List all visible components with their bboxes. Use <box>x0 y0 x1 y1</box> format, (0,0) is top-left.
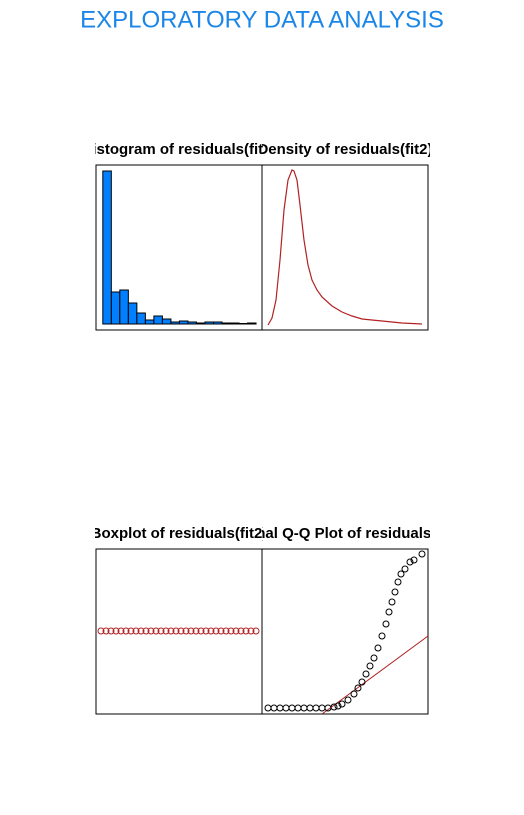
point <box>294 704 302 712</box>
chart-title: Density of residuals(fit2) <box>257 141 432 158</box>
point <box>374 644 382 652</box>
point <box>232 627 240 635</box>
point <box>227 627 235 635</box>
point <box>167 627 175 635</box>
bar <box>195 322 206 325</box>
point <box>406 558 414 566</box>
point <box>192 627 200 635</box>
point <box>102 627 110 635</box>
point <box>152 627 160 635</box>
point <box>330 703 338 711</box>
chart-title: Histogram of residuals(fit2) <box>81 141 276 158</box>
point <box>306 704 314 712</box>
point <box>318 704 326 712</box>
bar <box>119 289 129 325</box>
chart-title: Boxplot of residuals(fit2) <box>91 525 268 542</box>
bar <box>136 312 146 325</box>
point <box>300 704 308 712</box>
bar <box>187 321 197 325</box>
point <box>162 627 170 635</box>
point <box>388 598 396 606</box>
point <box>270 704 278 712</box>
chart-title: Normal Q-Q Plot of residuals(fit2) <box>226 525 464 542</box>
bar <box>204 321 214 325</box>
reference-line <box>321 635 428 714</box>
density-line <box>267 169 423 326</box>
point <box>385 608 393 616</box>
point <box>410 556 418 564</box>
point <box>358 678 366 686</box>
bar <box>212 321 223 325</box>
point <box>370 654 378 662</box>
point <box>354 684 362 692</box>
point <box>362 670 370 678</box>
point <box>401 565 409 573</box>
point <box>157 627 165 635</box>
bar <box>102 170 112 325</box>
point <box>350 690 358 698</box>
point <box>382 620 390 628</box>
point <box>378 632 386 640</box>
point <box>237 627 245 635</box>
point <box>202 627 210 635</box>
point <box>344 696 352 704</box>
point <box>397 570 405 578</box>
point <box>391 588 399 596</box>
point <box>282 704 290 712</box>
point <box>418 550 426 558</box>
point <box>127 627 135 635</box>
bar <box>161 318 172 325</box>
point <box>132 627 140 635</box>
point <box>97 627 105 635</box>
bar <box>238 323 249 325</box>
point <box>366 662 374 670</box>
point <box>142 627 150 635</box>
bar <box>230 322 240 325</box>
point <box>252 627 260 635</box>
heading: EXPLORATORY DATA ANALYSIS <box>80 6 444 33</box>
point <box>207 627 215 635</box>
point <box>117 627 125 635</box>
point <box>172 627 180 635</box>
point <box>212 627 220 635</box>
point <box>177 627 185 635</box>
point <box>247 627 255 635</box>
bar <box>127 302 138 325</box>
bar <box>153 315 163 325</box>
point <box>122 627 130 635</box>
point <box>288 704 296 712</box>
point <box>147 627 155 635</box>
point <box>197 627 205 635</box>
bar <box>144 319 155 325</box>
bar <box>170 321 180 325</box>
points <box>264 550 428 714</box>
point <box>222 627 230 635</box>
point <box>187 627 195 635</box>
point <box>264 704 272 712</box>
bar <box>221 322 232 325</box>
point <box>242 627 250 635</box>
bar <box>247 322 257 325</box>
point <box>217 627 225 635</box>
point <box>276 704 284 712</box>
point <box>334 702 342 710</box>
bar <box>178 320 189 325</box>
point <box>394 578 402 586</box>
point <box>182 627 190 635</box>
point <box>312 704 320 712</box>
point <box>338 700 346 708</box>
bar <box>110 291 121 325</box>
point <box>107 627 115 635</box>
point <box>112 627 120 635</box>
point <box>137 627 145 635</box>
